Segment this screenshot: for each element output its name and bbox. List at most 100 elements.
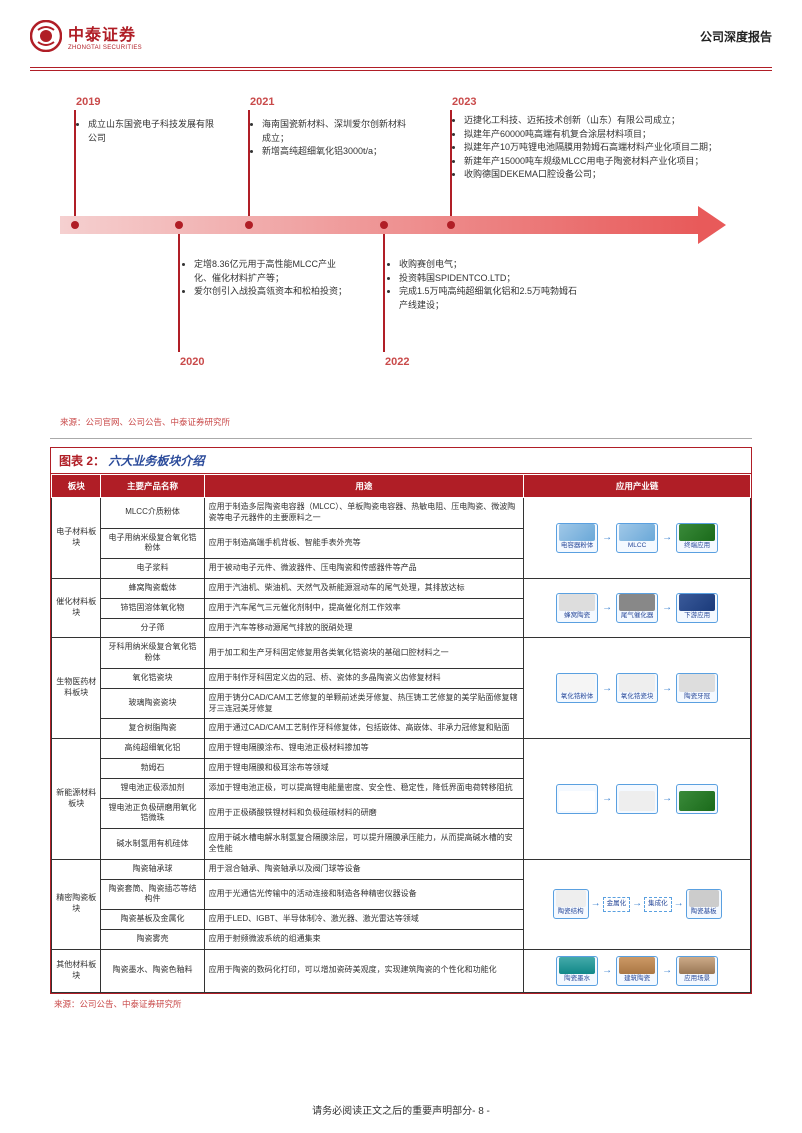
segment-cell: 催化材料板块 [52, 578, 101, 637]
chain-cell: 电容器粉体 → MLCC → 终端应用 [524, 498, 751, 579]
tl-item: 海南国瓷新材料、深圳爱尔创新材料成立； [262, 118, 408, 145]
doc-type: 公司深度报告 [700, 28, 772, 45]
chain-label: 蜂窝陶瓷 [564, 612, 590, 621]
chain-label: 集成化 [644, 897, 672, 912]
usage-cell: 应用于制造高端手机背板、智能手表外壳等 [204, 528, 524, 559]
usage-cell: 应用于汽车等移动源尾气排放的脱硝处理 [204, 618, 524, 638]
product-cell: 铈锆固溶体氧化物 [101, 598, 204, 618]
usage-cell: 应用于汽车尾气三元催化剂制中，提高催化剂工作效率 [204, 598, 524, 618]
product-cell: 牙科用纳米级复合氧化锆粉体 [101, 638, 204, 669]
usage-cell: 用于加工和生产牙科固定修复用各类氧化锆瓷块的基础口腔材料之一 [204, 638, 524, 669]
arrow-head-icon [698, 206, 726, 244]
tl-item: 拟建年产60000吨高端有机复合涂层材料项目； [464, 128, 730, 142]
page-footer: 请务必阅读正文之后的重要声明部分- 8 - [0, 1102, 802, 1117]
arrow-icon: → [674, 897, 684, 911]
usage-cell: 用于被动电子元件、微波器件、压电陶瓷和传感器件等产品 [204, 559, 524, 579]
usage-cell: 应用于铸分CAD/CAM工艺修复的单颗前述类牙修复、热压铸工艺修复的美学贴面修复… [204, 688, 524, 719]
product-cell: 氧化锆瓷块 [101, 668, 204, 688]
product-cell: 陶瓷轴承球 [101, 859, 204, 879]
tl-item: 完成1.5万吨高纯超细氧化铝和2.5万吨勃姆石产线建设； [399, 285, 585, 312]
figure-prefix: 图表 2： [59, 454, 105, 468]
th-product: 主要产品名称 [101, 475, 204, 498]
table-row: 新能源材料板块 高纯超细氧化铝 应用于锂电隔膜涂布、锂电池正极材料掺加等 → → [52, 739, 751, 759]
segment-cell: 新能源材料板块 [52, 739, 101, 860]
arrow-icon: → [602, 682, 612, 696]
tl-item: 成立山东国瓷电子科技发展有限公司 [88, 118, 214, 145]
logo-cn: 中泰证券 [68, 21, 142, 45]
arrow-icon: → [662, 682, 672, 696]
product-cell: 电子浆料 [101, 559, 204, 579]
tl-item: 收购赛创电气； [399, 258, 585, 272]
usage-cell: 应用于汽油机、柴油机、天然气及新能源混动车的尾气处理，其排放达标 [204, 578, 524, 598]
usage-cell: 应用于制作牙科固定义齿的冠、桥、瓷体的多晶陶瓷义齿修复材料 [204, 668, 524, 688]
chain-label: 应用场景 [684, 975, 710, 984]
product-cell: 勃姆石 [101, 758, 204, 778]
table-row: 其他材料板块 陶瓷墨水、陶瓷色釉料 应用于陶瓷的数码化打印，可以增加瓷砖美观度，… [52, 949, 751, 992]
product-cell: 蜂窝陶瓷载体 [101, 578, 204, 598]
usage-cell: 应用于射频微波系统的组通集束 [204, 929, 524, 949]
product-cell: 陶瓷雾壳 [101, 929, 204, 949]
tl-2021-items: 海南国瓷新材料、深圳爱尔创新材料成立； 新增高纯超细氧化铝3000t/a； [248, 118, 408, 159]
tl-dot [245, 221, 253, 229]
chain-label: 氧化锆瓷块 [621, 693, 654, 702]
tl-2022-items: 收购赛创电气； 投资韩国SPIDENTCO.LTD； 完成1.5万吨高纯超细氧化… [385, 258, 585, 312]
arrow-icon: → [662, 531, 672, 545]
tl-item: 爱尔创引入战投高瓴资本和松柏投资； [194, 285, 350, 299]
table-header-row: 板块 主要产品名称 用途 应用产业链 [52, 475, 751, 498]
th-chain: 应用产业链 [524, 475, 751, 498]
tl-item: 拟建年产10万吨锂电池隔膜用勃姆石高端材料产业化项目二期； [464, 141, 730, 155]
chain-label: 陶瓷墨水 [564, 975, 590, 984]
tl-dot [71, 221, 79, 229]
source-1: 来源：公司官网、公司公告、中泰证券研究所 [60, 416, 742, 428]
arrow-icon: → [602, 964, 612, 978]
logo-icon [30, 20, 62, 52]
chain-label: 终端应用 [684, 542, 710, 551]
product-cell: 陶瓷墨水、陶瓷色釉料 [101, 949, 204, 992]
figure-title: 图表 2： 六大业务板块介绍 [51, 448, 751, 473]
arrow-icon: → [602, 531, 612, 545]
tl-item: 新增高纯超细氧化铝3000t/a； [262, 145, 408, 159]
usage-cell: 用于混合轴承、陶瓷轴承以及阀门球等设备 [204, 859, 524, 879]
segment-cell: 其他材料板块 [52, 949, 101, 992]
chain-cell: 蜂窝陶瓷 → 尾气催化器 → 下游应用 [524, 578, 751, 637]
tl-item: 迈捷化工科技、迈拓技术创新（山东）有限公司成立； [464, 114, 730, 128]
product-cell: 分子筛 [101, 618, 204, 638]
product-cell: 陶瓷基板及金属化 [101, 910, 204, 930]
arrow-icon: → [632, 897, 642, 911]
tl-dot [447, 221, 455, 229]
logo-en: ZHONGTAI SECURITIES [68, 45, 142, 51]
segment-cell: 精密陶瓷板块 [52, 859, 101, 949]
chain-label: 氧化锆粉体 [561, 693, 594, 702]
table-row: 催化材料板块 蜂窝陶瓷载体 应用于汽油机、柴油机、天然气及新能源混动车的尾气处理… [52, 578, 751, 598]
chain-label: 建筑陶瓷 [624, 975, 650, 984]
tl-item: 定增8.36亿元用于高性能MLCC产业化、催化材料扩产等； [194, 258, 350, 285]
usage-cell: 应用于LED、IGBT、半导体制冷、激光器、激光雷达等领域 [204, 910, 524, 930]
tl-dot [380, 221, 388, 229]
chain-label: 尾气催化器 [621, 612, 654, 621]
table-row: 电子材料板块 MLCC介质粉体 应用于制造多层陶瓷电容器（MLCC）、单板陶瓷电… [52, 498, 751, 529]
chain-label: 陶瓷结构 [558, 908, 584, 917]
tl-item: 投资韩国SPIDENTCO.LTD； [399, 272, 585, 286]
tl-item: 新建年产15000吨车规级MLCC用电子陶瓷材料产业化项目； [464, 155, 730, 169]
logo: 中泰证券 ZHONGTAI SECURITIES [30, 20, 142, 52]
arrow-icon: → [662, 601, 672, 615]
year-2019: 2019 [76, 96, 100, 108]
table-row: 生物医药材料板块 牙科用纳米级复合氧化锆粉体 用于加工和生产牙科固定修复用各类氧… [52, 638, 751, 669]
usage-cell: 应用于正极磷酸铁锂材料和负极硅碳材料的研磨 [204, 798, 524, 829]
year-2023: 2023 [452, 96, 476, 108]
source-2: 来源：公司公告、中泰证券研究所 [54, 998, 742, 1010]
usage-cell: 应用于锂电隔膜涂布、锂电池正极材料掺加等 [204, 739, 524, 759]
segment-cell: 电子材料板块 [52, 498, 101, 579]
figure-2: 图表 2： 六大业务板块介绍 板块 主要产品名称 用途 应用产业链 电子材料板块… [50, 447, 752, 994]
product-cell: 电子用纳米级复合氧化锆粉体 [101, 528, 204, 559]
chain-cell: 氧化锆粉体 → 氧化锆瓷块 → 陶瓷牙冠 [524, 638, 751, 739]
arrow-icon: → [591, 897, 601, 911]
tl-dot [175, 221, 183, 229]
chain-label: 下游应用 [684, 612, 710, 621]
arrow-icon: → [602, 601, 612, 615]
chain-label: 陶瓷牙冠 [684, 693, 710, 702]
tl-2019-items: 成立山东国瓷电子科技发展有限公司 [74, 118, 214, 145]
product-cell: MLCC介质粉体 [101, 498, 204, 529]
table-row: 精密陶瓷板块 陶瓷轴承球 用于混合轴承、陶瓷轴承以及阀门球等设备 陶瓷结构 → … [52, 859, 751, 879]
product-cell: 锂电池正负极研磨用氧化锆微珠 [101, 798, 204, 829]
